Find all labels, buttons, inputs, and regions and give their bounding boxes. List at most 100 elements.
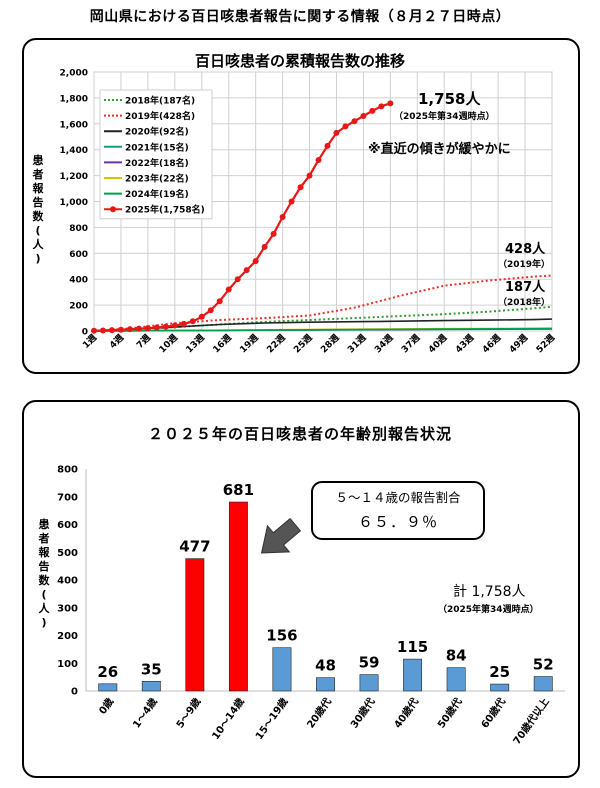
series-point bbox=[324, 142, 331, 149]
bar-2 bbox=[185, 558, 205, 692]
series-point bbox=[117, 326, 124, 333]
series-point bbox=[126, 326, 133, 333]
y-tick-label: 0 bbox=[71, 687, 78, 698]
bar-value-label: 115 bbox=[397, 638, 428, 656]
bar-6 bbox=[359, 674, 379, 692]
series-point bbox=[297, 184, 304, 191]
bar-value-label: 477 bbox=[179, 538, 210, 556]
annotation-slope-note: ※直近の傾きが緩やかに bbox=[368, 141, 511, 157]
y-axis-label-char: 人 bbox=[33, 237, 45, 251]
annotation-total-2025: 1,758人 bbox=[418, 90, 481, 108]
series-point bbox=[261, 243, 268, 250]
series-point bbox=[279, 214, 286, 221]
x-tick-label: 30歳代 bbox=[347, 695, 377, 730]
x-tick-label: 5～9歳 bbox=[173, 695, 203, 730]
line-chart-title: 百日咳患者の累積報告数の推移 bbox=[195, 52, 405, 70]
bar-value-label: 48 bbox=[315, 657, 336, 675]
y-tick-label: 700 bbox=[57, 492, 78, 503]
series-line-6 bbox=[93, 327, 553, 332]
y-tick-label: 400 bbox=[57, 576, 78, 587]
y-tick-label: 300 bbox=[57, 603, 78, 614]
y-axis-label-char: ( bbox=[35, 224, 40, 237]
bar-value-label: 59 bbox=[359, 654, 380, 672]
series-point bbox=[153, 324, 160, 331]
bar-8 bbox=[446, 667, 466, 692]
series-line-1 bbox=[93, 274, 553, 332]
y-axis-label-char: 患 bbox=[39, 517, 50, 531]
x-tick-label: 70歳代以上 bbox=[510, 695, 552, 747]
x-tick-label: 1～4歳 bbox=[130, 695, 160, 730]
bar-5 bbox=[316, 677, 335, 692]
series-point bbox=[351, 118, 358, 125]
y-axis-label-char: 数 bbox=[39, 573, 51, 587]
legend-label: 2021年(15名) bbox=[125, 141, 189, 153]
x-tick-label: 10～14歳 bbox=[209, 695, 247, 742]
series-point bbox=[144, 325, 151, 332]
series-point bbox=[91, 327, 97, 334]
legend-marker bbox=[110, 206, 116, 213]
y-tick-label: 1,200 bbox=[60, 172, 88, 182]
y-axis-label-char: 報 bbox=[39, 545, 51, 559]
x-tick-label: 15～19歳 bbox=[252, 695, 290, 742]
series-point bbox=[135, 325, 142, 332]
legend-label: 2024年(19名) bbox=[125, 188, 189, 200]
ratio-callout-line1: ５～１４歳の報告割合 bbox=[335, 490, 461, 505]
legend-label: 2025年(1,758名) bbox=[125, 204, 205, 216]
series-point bbox=[252, 258, 259, 265]
series-point bbox=[198, 313, 205, 320]
y-tick-label: 400 bbox=[69, 276, 88, 286]
y-tick-label: 200 bbox=[69, 302, 88, 312]
series-point bbox=[189, 318, 196, 325]
y-tick-label: 500 bbox=[57, 548, 78, 559]
series-point bbox=[333, 129, 340, 136]
bar-value-label: 26 bbox=[97, 663, 118, 681]
y-tick-label: 1,400 bbox=[60, 146, 88, 156]
legend-box bbox=[99, 89, 213, 220]
bar-value-label: 84 bbox=[446, 647, 467, 665]
series-point bbox=[243, 267, 250, 274]
series-point bbox=[387, 100, 394, 107]
bar-0 bbox=[98, 683, 118, 692]
y-axis-label-char: 者 bbox=[32, 167, 44, 181]
legend-label: 2019年(428名) bbox=[125, 110, 195, 122]
legend-label: 2022年(18名) bbox=[125, 157, 189, 169]
y-tick-label: 600 bbox=[69, 250, 88, 260]
series-point bbox=[306, 172, 313, 179]
y-axis-label-char: ) bbox=[41, 616, 46, 629]
bar-total: 計 1,758人 bbox=[453, 584, 526, 600]
bar-value-label: 681 bbox=[223, 481, 254, 499]
ratio-callout-box bbox=[311, 481, 485, 540]
bar-3 bbox=[228, 501, 248, 692]
series-point bbox=[360, 113, 367, 120]
legend-label: 2018年(187名) bbox=[125, 95, 195, 107]
annotation-2018-count: 187人 bbox=[505, 279, 546, 295]
y-tick-label: 800 bbox=[57, 465, 78, 476]
y-axis-label-char: 人 bbox=[39, 601, 51, 615]
y-axis-label-char: ( bbox=[41, 588, 46, 601]
bar-1 bbox=[141, 680, 161, 692]
annotation-total-2025-note: （2025年第34週時点） bbox=[394, 110, 495, 122]
series-point bbox=[207, 307, 214, 314]
y-tick-label: 0 bbox=[82, 328, 88, 338]
annotation-2018-year: （2018年） bbox=[498, 296, 550, 308]
annotation-2019-year: （2019年） bbox=[498, 258, 550, 270]
y-tick-label: 600 bbox=[57, 520, 78, 531]
bar-total-note: （2025年第34週時点） bbox=[438, 603, 539, 615]
y-axis-label-char: 報 bbox=[33, 181, 45, 195]
y-tick-label: 200 bbox=[57, 631, 78, 642]
series-point bbox=[288, 198, 295, 205]
arrow-icon bbox=[260, 517, 302, 554]
x-tick-label: 20歳代 bbox=[304, 695, 334, 730]
y-axis-label-char: ) bbox=[35, 252, 40, 265]
x-tick-label: 50歳代 bbox=[434, 695, 464, 730]
bar-7 bbox=[403, 658, 423, 692]
bar-value-label: 52 bbox=[533, 656, 554, 674]
series-point bbox=[180, 320, 187, 327]
cumulative-line-chart: 百日咳患者の累積報告数の推移 0 200 400 600 800 1,000 1,200 1,… bbox=[32, 52, 558, 355]
series-point bbox=[99, 327, 106, 334]
y-axis-label-char: 告 bbox=[39, 559, 50, 573]
bar-chart-title: ２０２５年の百日咳患者の年齢別報告状況 bbox=[148, 425, 452, 443]
series-point bbox=[225, 286, 232, 293]
y-axis-label-char: 者 bbox=[38, 531, 50, 545]
